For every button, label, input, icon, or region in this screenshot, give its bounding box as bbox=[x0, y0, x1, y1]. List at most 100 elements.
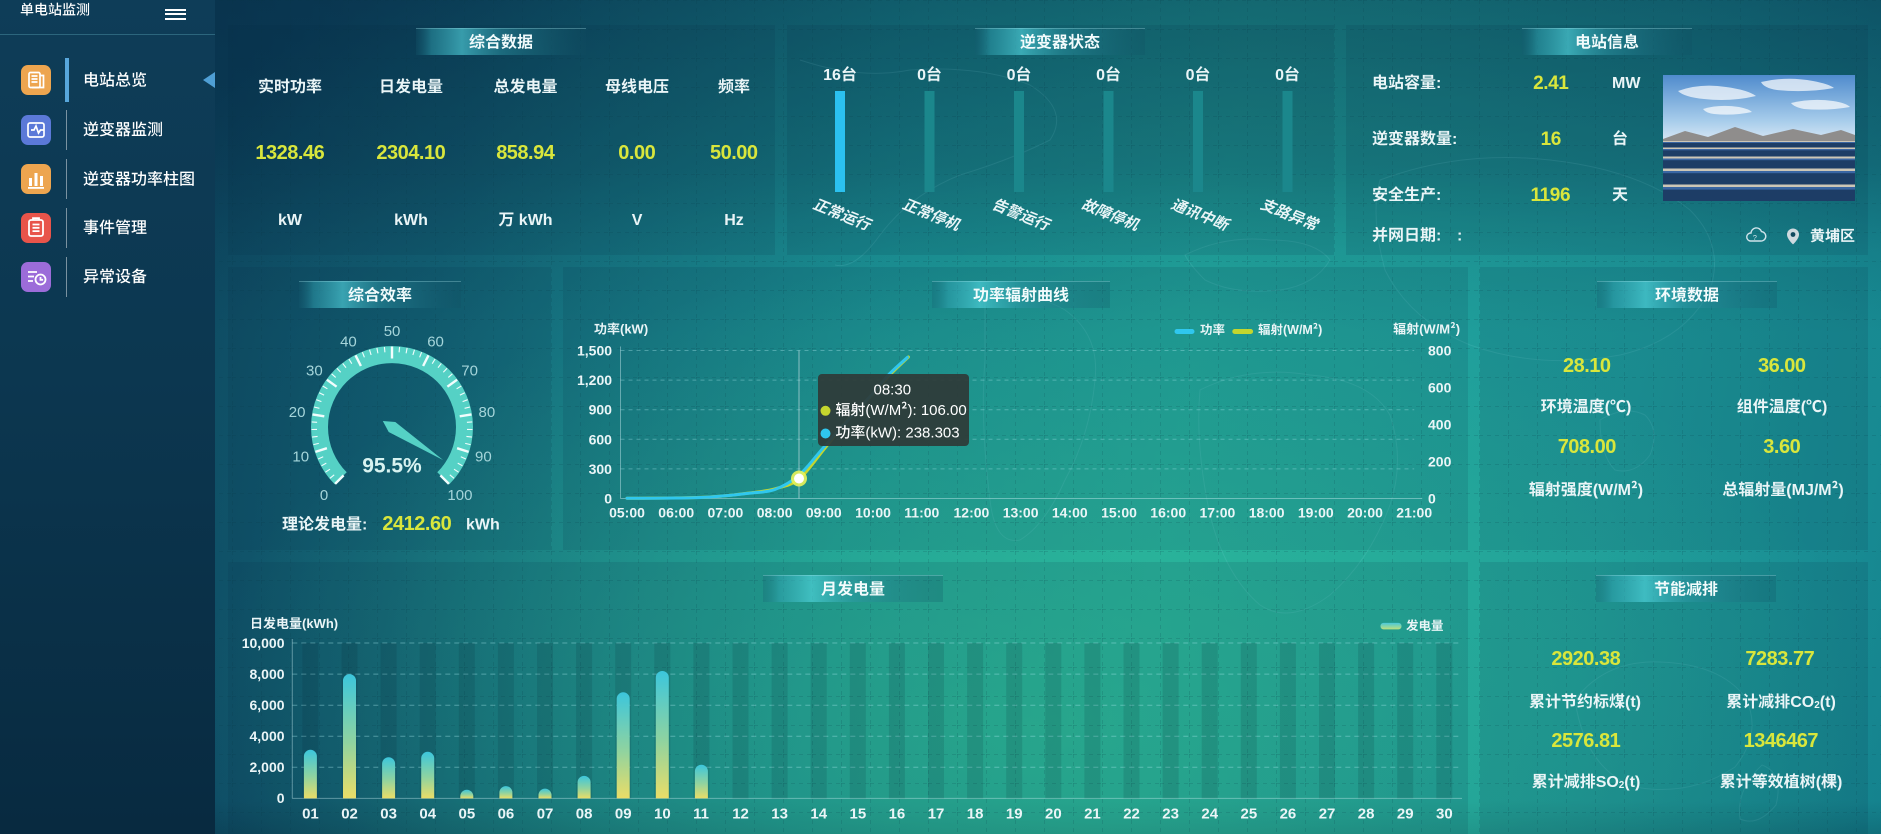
svg-text:50.00: 50.00 bbox=[710, 142, 758, 164]
svg-text:05: 05 bbox=[459, 806, 476, 823]
svg-text:14: 14 bbox=[810, 806, 827, 823]
svg-text:1328.46: 1328.46 bbox=[255, 142, 324, 164]
svg-text:08:00: 08:00 bbox=[757, 505, 793, 521]
svg-text:18:00: 18:00 bbox=[1249, 505, 1285, 521]
svg-text:17:00: 17:00 bbox=[1200, 505, 1236, 521]
svg-text:(: ( bbox=[1605, 399, 1611, 416]
svg-text:kWh: kWh bbox=[466, 517, 500, 534]
svg-text:13: 13 bbox=[771, 806, 788, 823]
svg-text:10:00: 10:00 bbox=[855, 505, 891, 521]
svg-text::: : bbox=[362, 517, 367, 534]
svg-text:708.00: 708.00 bbox=[1558, 436, 1617, 458]
svg-text:1196: 1196 bbox=[1531, 185, 1571, 206]
svg-text:0: 0 bbox=[1275, 67, 1284, 84]
svg-text:200: 200 bbox=[1428, 454, 1452, 470]
svg-text:10: 10 bbox=[292, 449, 309, 466]
svg-text:6,000: 6,000 bbox=[250, 697, 285, 713]
svg-text:02: 02 bbox=[341, 806, 358, 823]
svg-text:1,500: 1,500 bbox=[577, 343, 612, 359]
svg-text:SO: SO bbox=[1596, 774, 1619, 791]
svg-text:60: 60 bbox=[427, 334, 444, 351]
svg-text:900: 900 bbox=[589, 402, 613, 418]
svg-text:(: ( bbox=[1801, 399, 1807, 416]
svg-text:15:00: 15:00 bbox=[1101, 505, 1137, 521]
svg-text:0: 0 bbox=[320, 487, 328, 504]
svg-text:19:00: 19:00 bbox=[1298, 505, 1334, 521]
svg-text:(W/M: (W/M bbox=[1283, 323, 1313, 337]
svg-text:(W/M: (W/M bbox=[865, 402, 901, 419]
svg-text::: : bbox=[1452, 131, 1457, 148]
svg-text:08: 08 bbox=[576, 806, 593, 823]
svg-text:): ) bbox=[1626, 399, 1631, 416]
svg-text:01: 01 bbox=[302, 806, 319, 823]
svg-text:kWh: kWh bbox=[394, 212, 428, 229]
svg-text:10,000: 10,000 bbox=[242, 635, 285, 651]
svg-text:07: 07 bbox=[537, 806, 554, 823]
svg-text:04: 04 bbox=[419, 806, 436, 823]
svg-text:0: 0 bbox=[604, 491, 612, 507]
svg-text:600: 600 bbox=[1428, 380, 1452, 396]
svg-text:28: 28 bbox=[1358, 806, 1375, 823]
svg-text:2: 2 bbox=[1619, 780, 1625, 791]
svg-text:30: 30 bbox=[306, 363, 323, 380]
svg-text:(: ( bbox=[1816, 774, 1822, 791]
svg-text:kW: kW bbox=[278, 212, 303, 229]
svg-text:2412.60: 2412.60 bbox=[382, 513, 451, 535]
svg-text:(kW): 238.303: (kW): 238.303 bbox=[865, 425, 959, 442]
svg-text:10: 10 bbox=[654, 806, 671, 823]
svg-text:): ) bbox=[1318, 323, 1322, 337]
svg-text:18: 18 bbox=[967, 806, 984, 823]
svg-text:(t): (t) bbox=[1624, 774, 1640, 791]
svg-text:V: V bbox=[632, 212, 643, 229]
svg-text:95.5%: 95.5% bbox=[362, 455, 422, 478]
svg-text:03: 03 bbox=[380, 806, 397, 823]
svg-text:26: 26 bbox=[1280, 806, 1297, 823]
svg-text:05:00: 05:00 bbox=[609, 505, 645, 521]
svg-text:1346467: 1346467 bbox=[1744, 730, 1819, 752]
svg-text:800: 800 bbox=[1428, 343, 1452, 359]
svg-text:20: 20 bbox=[289, 404, 306, 421]
svg-text:19: 19 bbox=[1006, 806, 1023, 823]
svg-text:): ) bbox=[1638, 482, 1643, 499]
svg-text:06: 06 bbox=[498, 806, 515, 823]
svg-text:2: 2 bbox=[1814, 700, 1820, 711]
svg-text:11: 11 bbox=[693, 806, 709, 823]
svg-text:): 106.00: ): 106.00 bbox=[908, 402, 967, 419]
svg-text:1,200: 1,200 bbox=[577, 372, 612, 388]
svg-text:0: 0 bbox=[1186, 67, 1195, 84]
svg-text:21:00: 21:00 bbox=[1396, 505, 1432, 521]
svg-text::: : bbox=[1436, 228, 1441, 245]
svg-text:13:00: 13:00 bbox=[1003, 505, 1039, 521]
svg-text:24: 24 bbox=[1201, 806, 1218, 823]
svg-text:100: 100 bbox=[447, 487, 472, 504]
svg-text:0: 0 bbox=[1007, 67, 1016, 84]
svg-text:15: 15 bbox=[850, 806, 867, 823]
svg-text:858.94: 858.94 bbox=[496, 142, 556, 164]
svg-text:08:30: 08:30 bbox=[874, 382, 912, 399]
svg-text:4,000: 4,000 bbox=[250, 728, 285, 744]
svg-text:90: 90 bbox=[475, 449, 492, 466]
svg-text:16: 16 bbox=[889, 806, 906, 823]
svg-text:80: 80 bbox=[479, 404, 496, 421]
svg-text:(kW): (kW) bbox=[620, 322, 648, 337]
svg-text:): ) bbox=[1838, 482, 1843, 499]
svg-text:50: 50 bbox=[384, 323, 401, 340]
svg-text:21: 21 bbox=[1084, 806, 1101, 823]
svg-text:2,000: 2,000 bbox=[250, 759, 285, 775]
svg-text:09: 09 bbox=[615, 806, 632, 823]
svg-text:70: 70 bbox=[461, 363, 478, 380]
svg-text:16:00: 16:00 bbox=[1150, 505, 1186, 521]
svg-text:11:00: 11:00 bbox=[904, 505, 939, 521]
svg-text:600: 600 bbox=[589, 431, 613, 447]
svg-text:12:00: 12:00 bbox=[954, 505, 990, 521]
svg-text:): ) bbox=[1822, 399, 1827, 416]
svg-text:06:00: 06:00 bbox=[658, 505, 694, 521]
svg-text:20:00: 20:00 bbox=[1347, 505, 1383, 521]
svg-text:0: 0 bbox=[1096, 67, 1105, 84]
svg-text:28.10: 28.10 bbox=[1563, 355, 1611, 377]
svg-text:(MJ/M: (MJ/M bbox=[1786, 482, 1831, 499]
svg-text:20: 20 bbox=[1045, 806, 1062, 823]
svg-text:8,000: 8,000 bbox=[250, 666, 285, 682]
svg-text:29: 29 bbox=[1397, 806, 1414, 823]
svg-text:2304.10: 2304.10 bbox=[376, 142, 445, 164]
